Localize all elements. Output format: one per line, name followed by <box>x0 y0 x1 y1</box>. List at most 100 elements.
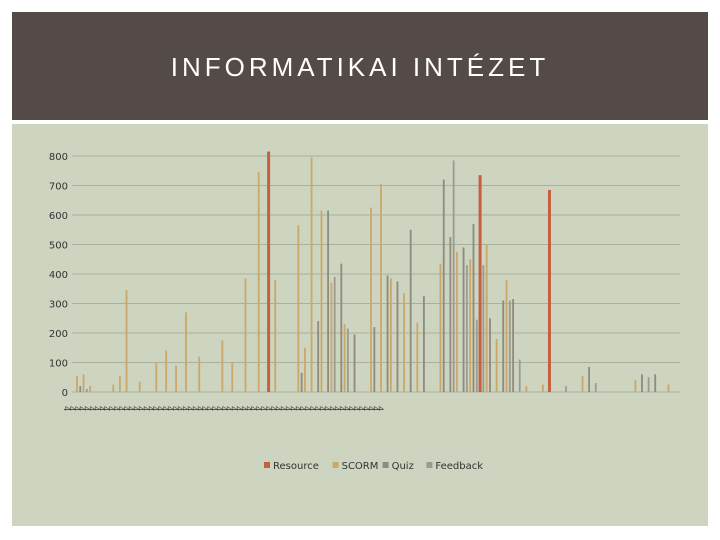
x-tick-label: 4 <box>229 406 238 411</box>
bar-scorm <box>257 172 260 392</box>
y-tick-label: 400 <box>49 270 68 281</box>
x-tick-label: 4 <box>180 406 189 411</box>
chart-panel <box>12 124 708 526</box>
x-tick-label: 4 <box>297 406 306 411</box>
bar-resource <box>267 151 271 392</box>
bar-scorm <box>495 338 498 392</box>
bar-scorm <box>389 278 392 392</box>
bar-quiz <box>386 275 389 392</box>
bar-scorm <box>231 362 234 392</box>
y-axis-ticks: 0 100 200 300 400 500 600 700 800 <box>49 152 68 399</box>
x-tick-label: 4 <box>82 406 91 411</box>
x-tick-label: 4 <box>351 406 360 411</box>
x-tick-label: 4 <box>234 406 243 411</box>
x-tick-label: 4 <box>224 406 233 411</box>
bar-quiz <box>502 300 505 392</box>
x-tick-label: 4 <box>62 406 71 411</box>
x-tick-label: 4 <box>101 406 110 411</box>
bar-feedback <box>482 265 485 392</box>
x-tick-label: 4 <box>189 406 198 411</box>
x-tick-label: 4 <box>376 406 385 411</box>
x-tick-label: 4 <box>327 406 336 411</box>
x-tick-label: 4 <box>131 406 140 411</box>
bar-quiz <box>353 334 356 392</box>
bar-scorm <box>175 365 177 392</box>
bar-scorm <box>244 278 247 392</box>
bar-feedback <box>594 383 597 392</box>
bar-quiz <box>588 366 591 392</box>
x-tick-label: 4 <box>155 406 164 411</box>
x-tick-label: 4 <box>336 406 345 411</box>
bar-scorm <box>456 251 458 392</box>
y-tick-label: 500 <box>49 241 68 252</box>
x-tick-label: 4 <box>307 406 316 411</box>
bar-quiz <box>317 321 320 392</box>
bar-feedback <box>508 300 511 392</box>
bar-quiz <box>300 372 303 392</box>
bar-quiz <box>423 296 425 392</box>
x-axis-ticks: 4444444444444444444444444444444444444444… <box>62 406 385 411</box>
x-tick-label: 4 <box>317 406 326 411</box>
bar-scorm <box>112 384 115 392</box>
bar-scorm <box>505 279 508 392</box>
y-tick-label: 700 <box>49 182 68 193</box>
bar-feedback <box>85 389 88 392</box>
y-tick-label: 100 <box>49 359 68 370</box>
bar-scorm <box>541 384 544 392</box>
y-tick-label: 0 <box>62 388 68 399</box>
x-tick-label: 4 <box>165 406 174 411</box>
legend-label: Feedback <box>435 461 483 472</box>
bar-quiz <box>79 386 82 392</box>
gridlines <box>72 155 680 393</box>
bar-quiz <box>512 299 515 392</box>
x-tick-label: 4 <box>332 406 341 411</box>
x-tick-label: 4 <box>116 406 125 411</box>
x-tick-label: 4 <box>292 406 301 411</box>
x-tick-label: 4 <box>248 406 257 411</box>
x-tick-label: 4 <box>185 406 194 411</box>
bar-scorm <box>634 380 637 392</box>
x-tick-label: 4 <box>238 406 247 411</box>
bar-quiz <box>472 223 475 392</box>
x-tick-label: 4 <box>278 406 287 411</box>
x-tick-label: 4 <box>121 406 130 411</box>
x-tick-label: 4 <box>258 406 267 411</box>
x-tick-label: 4 <box>361 406 370 411</box>
x-tick-label: 4 <box>150 406 159 411</box>
bar-quiz <box>462 247 465 392</box>
bar-scorm <box>185 312 187 392</box>
bar-feedback <box>475 319 478 392</box>
x-tick-label: 4 <box>204 406 213 411</box>
x-tick-label: 4 <box>87 406 96 411</box>
legend: Resource SCORM Quiz Feedback <box>264 461 483 472</box>
x-tick-label: 4 <box>356 406 365 411</box>
bar-scorm <box>76 375 78 392</box>
bar-scorm <box>221 340 224 392</box>
x-tick-label: 4 <box>160 406 169 411</box>
bar-scorm <box>310 157 313 392</box>
x-tick-label: 4 <box>96 406 105 411</box>
bar-scorm <box>439 263 442 392</box>
x-tick-label: 4 <box>214 406 223 411</box>
bar-scorm <box>485 244 488 392</box>
legend-label: SCORM <box>342 461 379 472</box>
x-tick-label: 4 <box>145 406 154 411</box>
x-tick-label: 4 <box>175 406 184 411</box>
bar-scorm <box>320 210 323 392</box>
bar-quiz <box>373 327 376 392</box>
x-tick-label: 4 <box>126 406 135 411</box>
x-tick-label: 4 <box>243 406 252 411</box>
bar-scorm <box>274 279 277 392</box>
bar-scorm <box>89 386 92 392</box>
x-tick-label: 4 <box>199 406 208 411</box>
legend-label: Quiz <box>392 461 414 472</box>
bar-quiz <box>654 374 657 392</box>
bar-scorm <box>165 350 168 392</box>
x-tick-label: 4 <box>366 406 375 411</box>
bar-scorm <box>403 293 405 392</box>
x-tick-label: 4 <box>140 406 149 411</box>
bar-scorm <box>581 375 584 392</box>
bars <box>76 151 670 392</box>
x-tick-label: 4 <box>219 406 228 411</box>
